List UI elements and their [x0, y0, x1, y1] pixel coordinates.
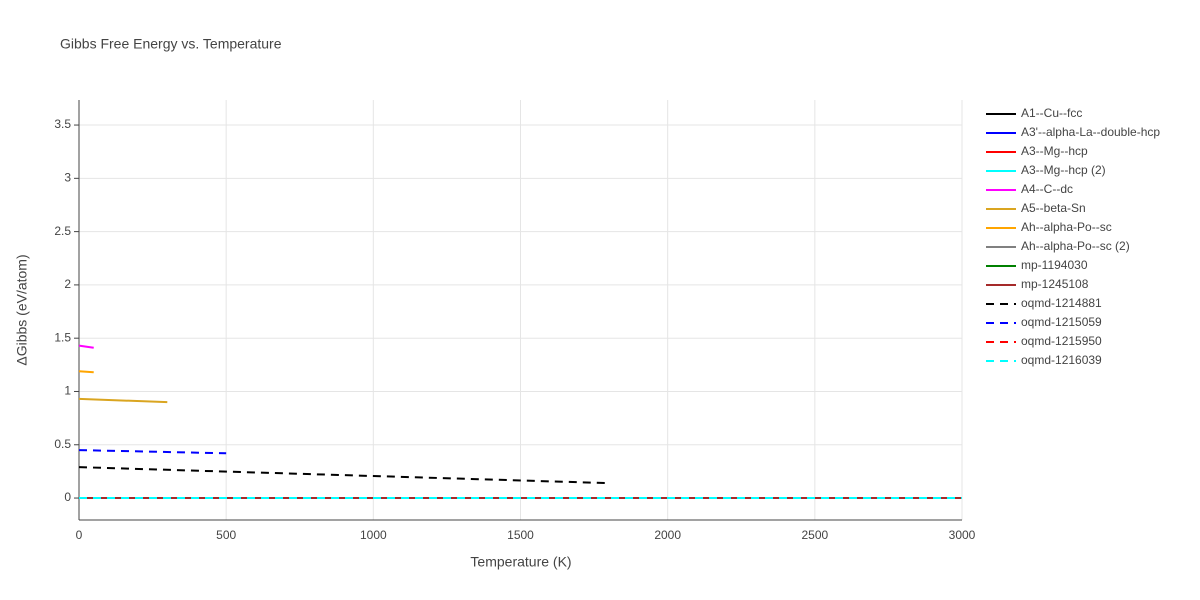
x-tick-label: 500	[216, 528, 236, 542]
legend-label: oqmd-1214881	[1021, 296, 1102, 310]
x-axis-title: Temperature (K)	[470, 554, 571, 570]
legend-label: A3'--alpha-La--double-hcp	[1021, 125, 1160, 139]
series-line	[78, 344, 94, 349]
series-line	[78, 449, 227, 455]
legend-label: Ah--alpha-Po--sc (2)	[1021, 239, 1130, 253]
legend-label: oqmd-1215950	[1021, 334, 1102, 348]
y-tick-label: 1	[64, 384, 71, 398]
legend-label: A4--C--dc	[1021, 182, 1073, 196]
series-line	[78, 466, 609, 485]
legend-label: oqmd-1215059	[1021, 315, 1102, 329]
y-tick-label: 0	[64, 490, 71, 504]
y-tick-label: 3.5	[54, 117, 71, 131]
x-tick-label: 2500	[801, 528, 828, 542]
legend-label: A1--Cu--fcc	[1021, 106, 1082, 120]
y-tick-label: 2.5	[54, 224, 71, 238]
x-tick-label: 2000	[654, 528, 681, 542]
legend-label: A5--beta-Sn	[1021, 201, 1086, 215]
legend-label: Ah--alpha-Po--sc	[1021, 220, 1112, 234]
y-tick-label: 2	[64, 277, 71, 291]
series-line	[78, 397, 168, 404]
x-tick-label: 1500	[507, 528, 534, 542]
legend-label: mp-1245108	[1021, 277, 1089, 291]
legend-label: oqmd-1216039	[1021, 353, 1102, 367]
y-axis-title: ΔGibbs (eV/atom)	[14, 254, 30, 365]
y-tick-label: 0.5	[54, 437, 71, 451]
legend-label: A3--Mg--hcp	[1021, 144, 1088, 158]
chart-title: Gibbs Free Energy vs. Temperature	[60, 36, 282, 52]
x-tick-label: 1000	[360, 528, 387, 542]
series-line	[78, 370, 94, 374]
legend-label: mp-1194030	[1021, 258, 1088, 272]
y-tick-label: 3	[64, 171, 71, 185]
y-tick-label: 1.5	[54, 330, 71, 344]
x-tick-label: 3000	[949, 528, 976, 542]
legend-label: A3--Mg--hcp (2)	[1021, 163, 1106, 177]
x-tick-label: 0	[76, 528, 83, 542]
